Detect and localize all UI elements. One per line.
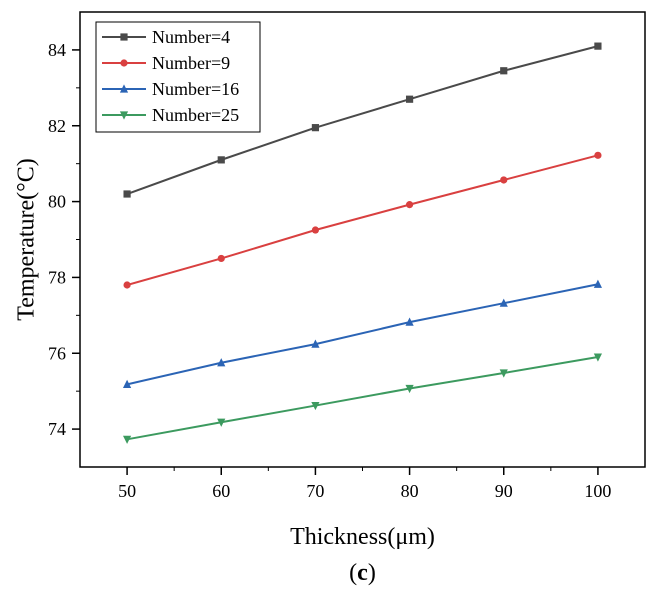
x-tick-label: 80 <box>401 481 419 501</box>
legend-label: Number=9 <box>152 53 230 73</box>
data-point <box>405 201 414 209</box>
y-tick-label: 78 <box>48 267 66 287</box>
x-tick-label: 100 <box>584 481 611 501</box>
data-point <box>217 358 226 367</box>
y-tick-label: 76 <box>48 343 66 363</box>
data-point <box>311 226 320 234</box>
data-point <box>122 435 132 444</box>
data-point <box>311 401 320 411</box>
series-3 <box>122 279 603 388</box>
legend-item: Number=9 <box>102 53 230 73</box>
data-point <box>123 281 131 289</box>
data-point <box>217 254 225 263</box>
legend-label: Number=25 <box>152 105 239 125</box>
legend-item: Number=25 <box>102 105 239 125</box>
legend-item: Number=16 <box>102 79 239 99</box>
data-point <box>593 279 603 288</box>
legend-marker <box>119 84 129 93</box>
data-point <box>405 317 414 326</box>
data-point <box>217 156 225 164</box>
data-point <box>594 42 602 50</box>
data-point <box>122 379 132 388</box>
data-point <box>500 67 508 75</box>
x-tick-label: 90 <box>495 481 513 501</box>
data-point <box>593 353 603 362</box>
legend-marker <box>120 33 128 41</box>
y-tick-label: 80 <box>48 192 66 212</box>
series-1 <box>123 42 602 198</box>
y-tick-label: 82 <box>48 116 66 136</box>
legend-item: Number=4 <box>102 27 230 47</box>
series-line <box>126 283 599 386</box>
legend-label: Number=4 <box>152 27 230 47</box>
legend-marker <box>120 59 128 67</box>
data-point <box>311 339 320 348</box>
legend: Number=4 Number=9 Number=16 Number=25 <box>95 21 261 133</box>
legend-label: Number=16 <box>152 79 239 99</box>
data-point <box>217 418 226 427</box>
series-line <box>126 154 599 286</box>
data-point <box>405 95 414 103</box>
legend-marker <box>119 111 129 120</box>
axes: 50 60 70 80 90 100 74 76 78 80 82 84 <box>48 11 646 501</box>
series-layer <box>122 42 603 444</box>
y-tick-label: 74 <box>48 419 66 439</box>
y-tick-label: 84 <box>48 40 66 60</box>
data-point <box>405 384 414 394</box>
caption-letter: c <box>357 560 368 586</box>
data-point <box>123 190 131 198</box>
data-point <box>499 369 508 378</box>
x-tick-label: 60 <box>212 481 230 501</box>
data-point <box>500 176 508 184</box>
y-axis-label: Temperature(°C) <box>14 158 40 321</box>
data-point <box>499 298 508 307</box>
series-4 <box>122 353 603 444</box>
series-line <box>126 45 599 195</box>
x-tick-label: 70 <box>306 481 324 501</box>
series-line <box>126 356 599 441</box>
data-point <box>311 124 320 132</box>
x-axis-label: Thickness(μm) <box>290 524 435 550</box>
series-2 <box>123 151 602 289</box>
figure-caption: (c) <box>349 560 376 586</box>
data-point <box>594 151 602 159</box>
x-tick-label: 50 <box>118 481 136 501</box>
